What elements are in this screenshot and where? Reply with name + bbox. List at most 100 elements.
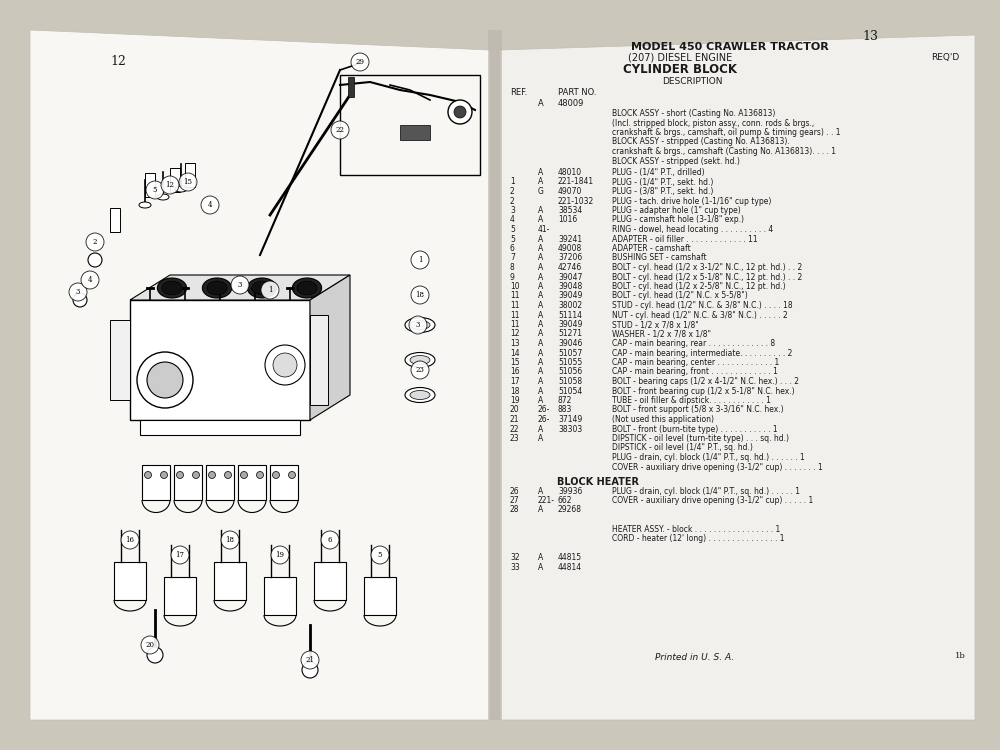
- Text: A: A: [538, 263, 543, 272]
- Bar: [238, 465, 266, 500]
- Circle shape: [240, 472, 248, 478]
- Text: A: A: [538, 339, 543, 348]
- Text: 6: 6: [510, 244, 515, 253]
- Text: 12: 12: [110, 55, 126, 68]
- Text: 28: 28: [510, 506, 520, 515]
- Text: 38534: 38534: [558, 206, 582, 215]
- Text: 6: 6: [328, 536, 332, 544]
- Text: (Not used this application): (Not used this application): [612, 415, 714, 424]
- Text: 19: 19: [510, 396, 520, 405]
- Text: PLUG - (3/8" P.T., sekt. hd.): PLUG - (3/8" P.T., sekt. hd.): [612, 187, 713, 196]
- Circle shape: [201, 196, 219, 214]
- Text: CAP - main bearing, rear . . . . . . . . . . . . . 8: CAP - main bearing, rear . . . . . . . .…: [612, 339, 775, 348]
- Text: REF.: REF.: [510, 88, 527, 97]
- Text: 22: 22: [510, 424, 520, 433]
- Text: 11: 11: [510, 320, 520, 329]
- Polygon shape: [30, 30, 490, 720]
- Text: 29: 29: [356, 58, 364, 66]
- Circle shape: [331, 121, 349, 139]
- Bar: [110, 208, 120, 232]
- Polygon shape: [130, 275, 350, 300]
- Text: COVER - auxiliary drive opening (3-1/2" cup) . . . . . 1: COVER - auxiliary drive opening (3-1/2" …: [612, 496, 813, 505]
- Text: 26-: 26-: [538, 406, 550, 415]
- Text: A: A: [538, 310, 543, 320]
- Text: DESCRIPTION: DESCRIPTION: [662, 77, 722, 86]
- Bar: [185, 163, 195, 187]
- Text: BLOCK ASSY - stripped (Casting No. A136813).: BLOCK ASSY - stripped (Casting No. A1368…: [612, 137, 790, 146]
- Text: ADAPTER - camshaft: ADAPTER - camshaft: [612, 244, 691, 253]
- Text: 15: 15: [184, 178, 192, 186]
- Circle shape: [371, 546, 389, 564]
- Text: 29268: 29268: [558, 506, 582, 515]
- Circle shape: [448, 100, 472, 124]
- Text: 38303: 38303: [558, 424, 582, 433]
- Circle shape: [171, 546, 189, 564]
- Text: 3: 3: [416, 321, 420, 329]
- Text: 5: 5: [153, 186, 157, 194]
- Circle shape: [221, 531, 239, 549]
- Text: 9: 9: [510, 272, 515, 281]
- Bar: [348, 77, 354, 97]
- Text: PLUG - tach. drive hole (1-1/16" cup type): PLUG - tach. drive hole (1-1/16" cup typ…: [612, 196, 771, 206]
- Text: HEATER ASSY. - block . . . . . . . . . . . . . . . . . 1: HEATER ASSY. - block . . . . . . . . . .…: [612, 524, 780, 533]
- Ellipse shape: [162, 281, 182, 295]
- Text: 11: 11: [510, 292, 520, 301]
- Circle shape: [256, 472, 264, 478]
- Text: 17: 17: [176, 551, 184, 559]
- Text: A: A: [538, 292, 543, 301]
- Bar: [174, 465, 202, 500]
- Circle shape: [81, 271, 99, 289]
- Circle shape: [409, 316, 427, 334]
- Text: 15: 15: [510, 358, 520, 367]
- Text: CORD - heater (12' long) . . . . . . . . . . . . . . . 1: CORD - heater (12' long) . . . . . . . .…: [612, 534, 784, 543]
- Text: A: A: [538, 434, 543, 443]
- Text: 4: 4: [510, 215, 515, 224]
- Text: PLUG - adapter hole (1" cup type): PLUG - adapter hole (1" cup type): [612, 206, 741, 215]
- Text: A: A: [538, 99, 544, 108]
- Bar: [364, 577, 396, 615]
- Bar: [170, 168, 180, 192]
- Text: A: A: [538, 168, 543, 177]
- Circle shape: [265, 345, 305, 385]
- Bar: [206, 465, 234, 500]
- Text: TUBE - oil filler & dipstick. . . . . . . . . . . . 1: TUBE - oil filler & dipstick. . . . . . …: [612, 396, 771, 405]
- Text: 2: 2: [93, 238, 97, 246]
- Circle shape: [86, 233, 104, 251]
- Text: 16: 16: [510, 368, 520, 376]
- Text: 20: 20: [510, 406, 520, 415]
- Text: 42746: 42746: [558, 263, 582, 272]
- Text: A: A: [538, 424, 543, 433]
- Circle shape: [302, 662, 318, 678]
- Polygon shape: [500, 35, 975, 720]
- Text: 32: 32: [510, 553, 520, 562]
- Text: ADAPTER - oil filler . . . . . . . . . . . . . 11: ADAPTER - oil filler . . . . . . . . . .…: [612, 235, 758, 244]
- Circle shape: [179, 173, 197, 191]
- Text: 48010: 48010: [558, 168, 582, 177]
- Text: PLUG - drain, cyl. block (1/4" P.T., sq. hd.) . . . . . . 1: PLUG - drain, cyl. block (1/4" P.T., sq.…: [612, 453, 805, 462]
- Text: 5: 5: [510, 235, 515, 244]
- Bar: [164, 577, 196, 615]
- Bar: [310, 315, 328, 405]
- Text: BOLT - bearing caps (1/2 x 4-1/2" N.C. hex.) . . . 2: BOLT - bearing caps (1/2 x 4-1/2" N.C. h…: [612, 377, 799, 386]
- Circle shape: [288, 472, 296, 478]
- Text: 8: 8: [510, 263, 515, 272]
- Circle shape: [144, 472, 152, 478]
- Text: 221-1841: 221-1841: [558, 178, 594, 187]
- Bar: [488, 30, 502, 720]
- Text: 21: 21: [306, 656, 314, 664]
- Text: A: A: [538, 506, 543, 515]
- Text: 883: 883: [558, 406, 572, 415]
- Text: 37206: 37206: [558, 254, 582, 262]
- Text: 18: 18: [416, 291, 424, 299]
- Text: A: A: [538, 244, 543, 253]
- Text: 221-1032: 221-1032: [558, 196, 594, 206]
- Circle shape: [411, 286, 429, 304]
- Circle shape: [224, 472, 232, 478]
- Text: 51056: 51056: [558, 368, 582, 376]
- Text: 37149: 37149: [558, 415, 582, 424]
- Circle shape: [69, 283, 87, 301]
- Text: 4: 4: [88, 276, 92, 284]
- Text: 33: 33: [510, 562, 520, 572]
- Text: BOLT - cyl. head (1/2" N.C. x 5-5/8"): BOLT - cyl. head (1/2" N.C. x 5-5/8"): [612, 292, 748, 301]
- Text: BOLT - cyl. head (1/2 x 3-1/2" N.C., 12 pt. hd.) . . 2: BOLT - cyl. head (1/2 x 3-1/2" N.C., 12 …: [612, 263, 802, 272]
